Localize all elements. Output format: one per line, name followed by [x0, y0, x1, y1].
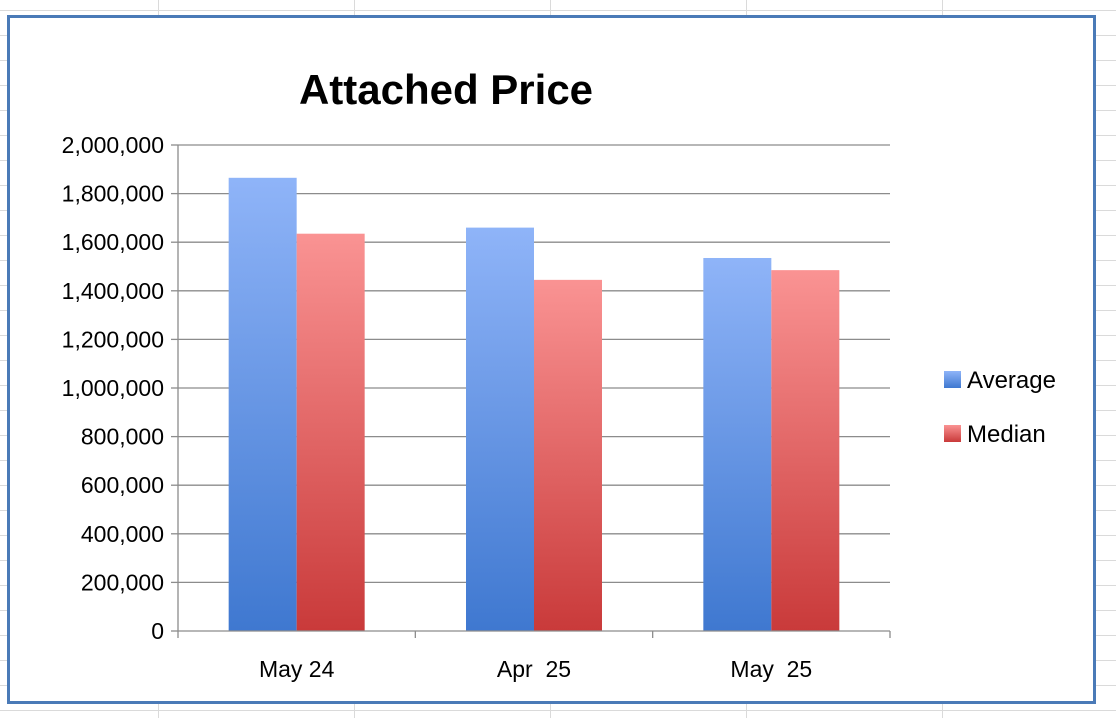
y-tick-label: 600,000: [81, 472, 164, 498]
legend-label-median: Median: [967, 421, 1046, 448]
y-tick-label: 1,800,000: [62, 181, 164, 207]
axes: 0 200,000 400,000 600,000 800,000 1,000,000 1,…: [62, 132, 891, 682]
y-tick-label: 1,400,000: [62, 278, 164, 304]
bar-chart: Attached Price 0 200,000 400,000 600,000 800…: [62, 66, 1056, 682]
y-tick-label: 1,000,000: [62, 375, 164, 401]
bar-average: [703, 257, 772, 631]
legend: Average Median: [944, 367, 1056, 448]
y-tick-label: 400,000: [81, 521, 164, 547]
bar-average: [228, 177, 297, 631]
bar-median: [534, 279, 602, 631]
bar-median: [771, 270, 840, 631]
y-tick-label: 800,000: [81, 424, 164, 450]
chart-frame[interactable]: Attached Price 0 200,000 400,000 600,000 800…: [7, 15, 1096, 704]
legend-swatch-average: [944, 371, 961, 388]
chart-title: Attached Price: [299, 66, 593, 113]
bars: [228, 177, 840, 631]
y-tick-label: 1,200,000: [62, 326, 164, 352]
bar-median: [296, 233, 365, 631]
y-tick-label: 2,000,000: [62, 132, 164, 158]
legend-label-average: Average: [967, 367, 1056, 394]
x-tick-label: May 25: [730, 656, 812, 682]
x-tick-label: May 24: [259, 656, 335, 682]
legend-swatch-median: [944, 425, 961, 442]
y-tick-label: 0: [151, 618, 164, 644]
y-tick-label: 1,600,000: [62, 229, 164, 255]
x-tick-label: Apr 25: [497, 656, 571, 682]
bar-average: [466, 227, 534, 631]
y-tick-label: 200,000: [81, 569, 164, 595]
